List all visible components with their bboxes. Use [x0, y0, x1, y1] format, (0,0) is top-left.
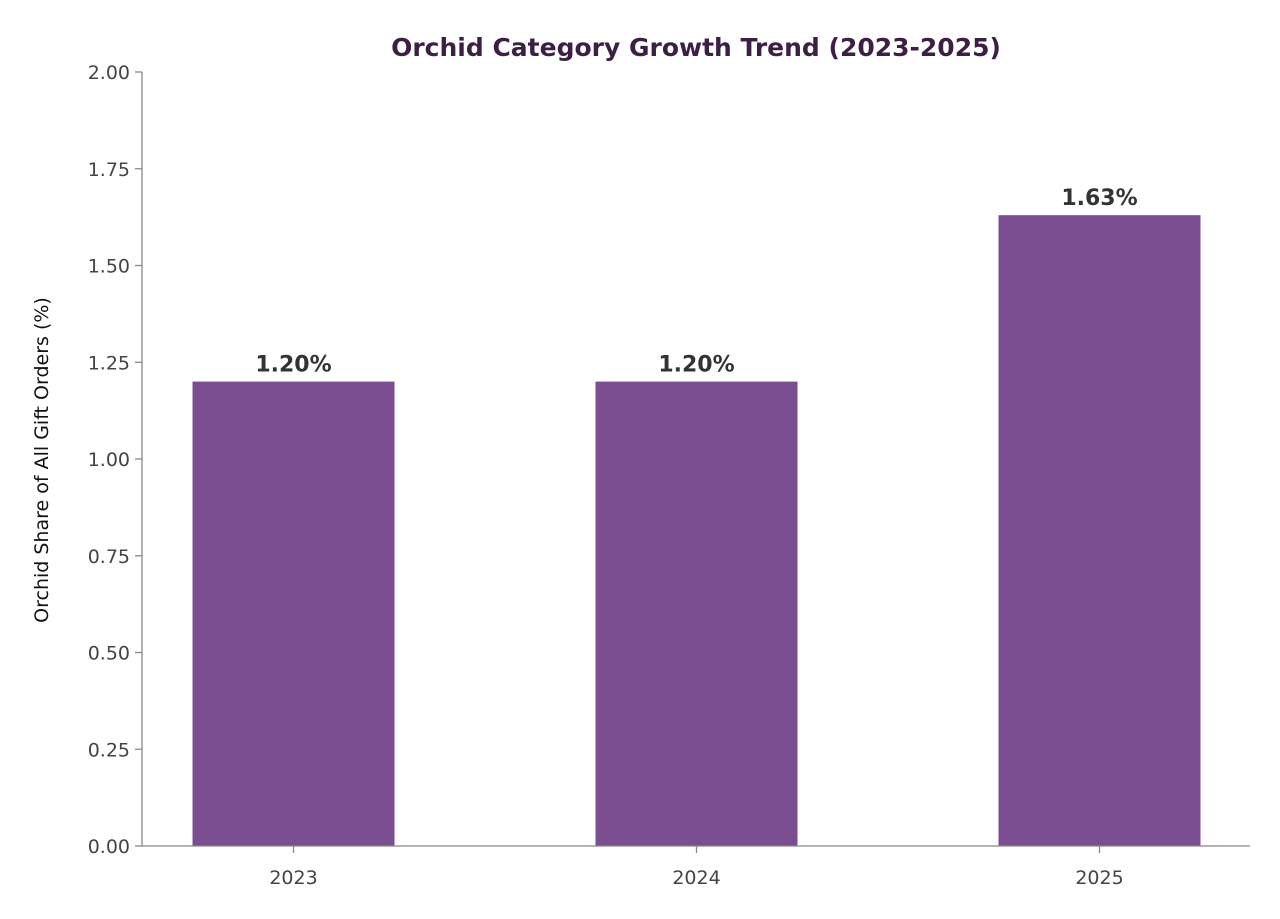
chart-title: Orchid Category Growth Trend (2023-2025)	[391, 33, 1001, 62]
bar-2023	[192, 381, 395, 846]
bars-group: 1.20% 1.20% 1.63%	[192, 186, 1201, 846]
y-tick-label: 2.00	[88, 62, 130, 84]
bar-value-label: 1.20%	[658, 353, 734, 378]
y-tick-label: 1.00	[88, 449, 130, 471]
bar-2025	[998, 215, 1201, 846]
x-tick-label: 2024	[672, 867, 720, 889]
y-tick-label: 1.50	[88, 256, 130, 278]
bar-2024	[595, 381, 798, 846]
bar-value-label: 1.20%	[255, 353, 331, 378]
y-tick-label: 1.75	[88, 159, 130, 181]
bar-value-label: 1.63%	[1061, 186, 1137, 211]
y-tick-label: 0.00	[88, 836, 130, 858]
x-tick-label: 2025	[1075, 867, 1123, 889]
x-tick-label: 2023	[269, 867, 317, 889]
y-axis-label: Orchid Share of All Gift Orders (%)	[31, 297, 53, 623]
y-tick-label: 1.25	[88, 352, 130, 374]
y-axis-ticks: 0.00 0.25 0.50 0.75 1.00 1.25 1.50 1.75 2.00	[88, 62, 142, 858]
x-axis-ticks: 2023 2024 2025	[269, 846, 1124, 889]
y-tick-label: 0.75	[88, 546, 130, 568]
y-tick-label: 0.25	[88, 739, 130, 761]
y-tick-label: 0.50	[88, 643, 130, 665]
